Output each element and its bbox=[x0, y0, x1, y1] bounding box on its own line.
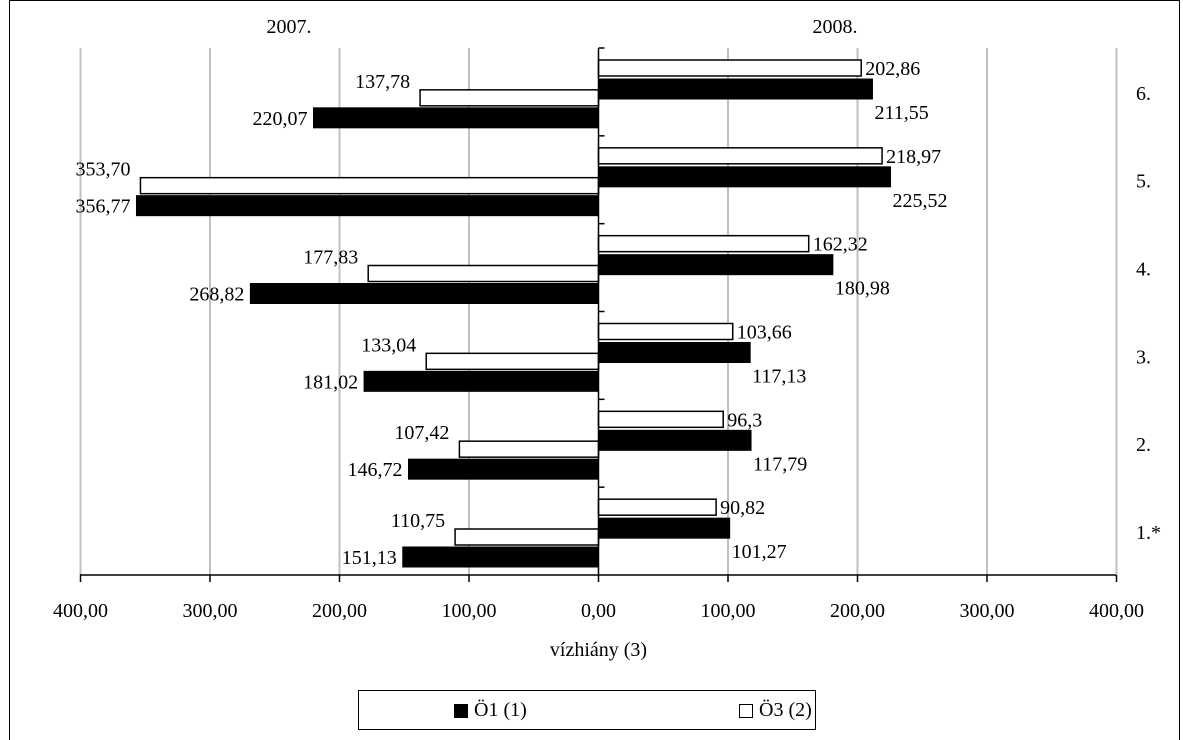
bar-o3-2008-3. bbox=[597, 322, 734, 341]
legend-label-o1: Ö1 (1) bbox=[474, 699, 527, 721]
x-axis-title: vízhiány (3) bbox=[550, 639, 647, 661]
label-o3-2008-2.: 96,3 bbox=[727, 409, 762, 431]
label-o3-2007-5.: 353,70 bbox=[75, 159, 130, 181]
chart-frame bbox=[9, 0, 1180, 740]
bar-o1-2008-6. bbox=[598, 78, 873, 100]
label-o3-2007-4.: 177,83 bbox=[303, 247, 358, 269]
panel-label-2008: 2008. bbox=[813, 16, 858, 38]
bar-o1-2007-5. bbox=[135, 195, 599, 217]
x-tick-label-4: 0,00 bbox=[581, 600, 616, 622]
legend-item-o3: Ö3 (2) bbox=[739, 699, 812, 722]
label-o3-2007-3.: 133,04 bbox=[361, 334, 416, 356]
bar-o1-2007-2. bbox=[407, 458, 599, 480]
label-o3-2008-5.: 218,97 bbox=[886, 146, 941, 168]
bar-o3-2007-1.* bbox=[454, 528, 600, 546]
label-o3-2008-6.: 202,86 bbox=[865, 58, 920, 80]
bar-o3-2008-6. bbox=[597, 59, 862, 77]
label-o3-2008-4.: 162,32 bbox=[813, 234, 868, 256]
label-o3-2008-1.*: 90,82 bbox=[720, 497, 765, 519]
bar-o1-2008-1.* bbox=[598, 517, 731, 539]
label-o3-2007-1.*: 110,75 bbox=[391, 510, 445, 532]
bar-o3-2008-4. bbox=[597, 234, 810, 253]
x-tick-label-5: 100,00 bbox=[701, 600, 756, 622]
category-label-0: 1.* bbox=[1136, 522, 1161, 544]
x-tick-label-7: 300,00 bbox=[960, 600, 1015, 622]
category-label-5: 6. bbox=[1136, 83, 1151, 105]
bar-o1-2007-6. bbox=[313, 107, 599, 129]
label-o1-2007-4.: 268,82 bbox=[189, 284, 244, 306]
bar-o1-2008-3. bbox=[598, 342, 751, 363]
x-tick-label-6: 200,00 bbox=[830, 600, 885, 622]
label-o1-2007-3.: 181,02 bbox=[303, 371, 358, 393]
bar-o3-2008-5. bbox=[597, 147, 883, 165]
category-label-4: 5. bbox=[1136, 171, 1151, 193]
x-tick-label-3: 100,00 bbox=[442, 600, 497, 622]
label-o1-2008-2.: 117,79 bbox=[753, 453, 807, 475]
legend-item-o1: Ö1 (1) bbox=[454, 699, 527, 722]
x-tick-label-8: 400,00 bbox=[1089, 600, 1144, 622]
bar-o3-2007-5. bbox=[139, 176, 600, 195]
category-label-3: 4. bbox=[1136, 259, 1151, 281]
bar-o3-2007-4. bbox=[367, 264, 600, 283]
x-tick-label-1: 300,00 bbox=[183, 600, 238, 622]
category-label-1: 2. bbox=[1136, 434, 1151, 456]
label-o1-2007-5.: 356,77 bbox=[75, 196, 130, 218]
legend-swatch-o1 bbox=[454, 703, 468, 718]
legend-swatch-o3 bbox=[739, 703, 753, 718]
label-o3-2007-2.: 107,42 bbox=[394, 422, 449, 444]
bar-o1-2007-4. bbox=[249, 283, 599, 304]
label-o1-2008-1.*: 101,27 bbox=[732, 541, 787, 563]
bar-o3-2007-6. bbox=[419, 89, 600, 107]
bar-o1-2008-5. bbox=[598, 166, 892, 188]
bar-o1-2008-4. bbox=[598, 254, 834, 276]
label-o1-2008-3.: 117,13 bbox=[752, 366, 806, 388]
category-label-2: 3. bbox=[1136, 346, 1151, 368]
legend: Ö1 (1) Ö3 (2) bbox=[358, 690, 816, 730]
label-o1-2007-1.*: 151,13 bbox=[342, 547, 397, 569]
label-o1-2007-6.: 220,07 bbox=[253, 108, 308, 130]
label-o3-2007-6.: 137,78 bbox=[355, 71, 410, 93]
panel-label-2007: 2007. bbox=[267, 16, 312, 38]
bar-o3-2007-3. bbox=[425, 352, 600, 371]
label-o1-2008-5.: 225,52 bbox=[893, 190, 948, 212]
bar-o1-2007-1.* bbox=[402, 546, 599, 568]
label-o1-2008-6.: 211,55 bbox=[874, 102, 928, 124]
label-o1-2007-2.: 146,72 bbox=[347, 459, 402, 481]
bar-o1-2008-2. bbox=[598, 429, 752, 451]
x-tick-label-2: 200,00 bbox=[312, 600, 367, 622]
label-o3-2008-3.: 103,66 bbox=[737, 322, 792, 344]
bar-o3-2007-2. bbox=[458, 440, 600, 458]
x-tick-label-0: 400,00 bbox=[53, 600, 108, 622]
bar-o1-2007-3. bbox=[363, 370, 599, 392]
legend-label-o3: Ö3 (2) bbox=[759, 699, 812, 721]
bar-o3-2008-2. bbox=[597, 410, 724, 429]
bar-o3-2008-1.* bbox=[597, 498, 717, 516]
label-o1-2008-4.: 180,98 bbox=[835, 278, 890, 300]
